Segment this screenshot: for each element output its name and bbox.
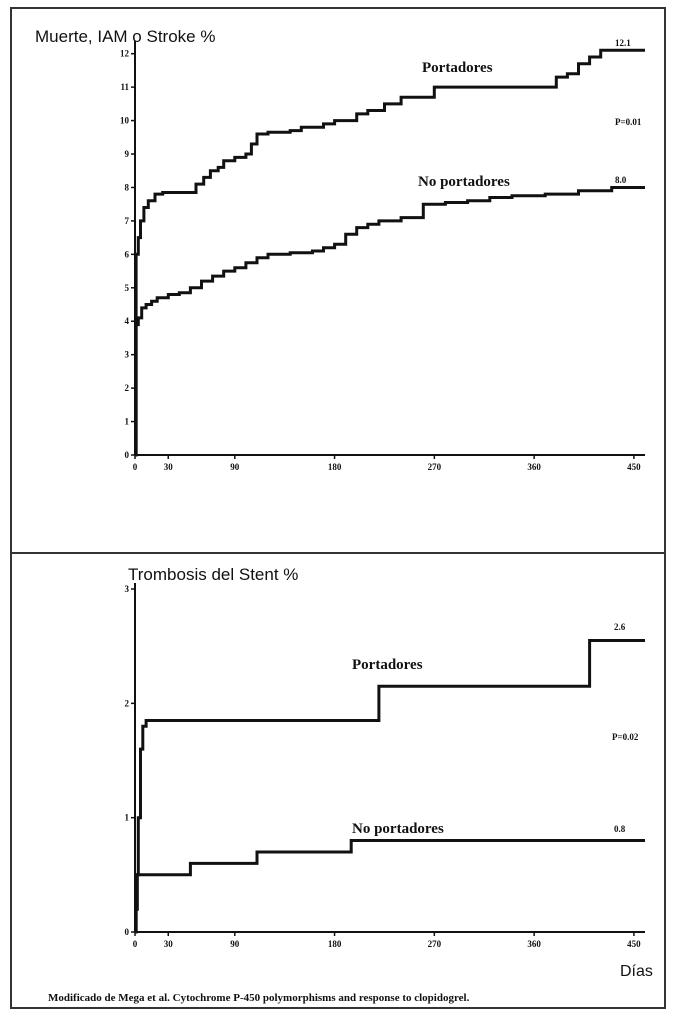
chart1-y-tick-label: 5 (125, 283, 130, 293)
chart1-y-tick-label: 6 (125, 249, 130, 259)
chart1-x-tick-label: 270 (428, 462, 442, 472)
chart1-x-tick-label: 450 (627, 462, 641, 472)
chart1-series-label-portadores: Portadores (422, 60, 493, 76)
chart2-x-tick-label: 450 (627, 939, 641, 949)
chart2-x-tick-label: 0 (133, 939, 138, 949)
figure-caption: Modificado de Mega et al. Cytochrome P-4… (48, 992, 470, 1004)
chart2-x-axis-label: Días (620, 963, 653, 980)
chart1-x-tick-label: 360 (527, 462, 541, 472)
chart2-p-value: P=0.02 (612, 732, 639, 742)
chart1-y-tick-label: 0 (125, 450, 130, 460)
chart1-x-tick-label: 30 (164, 462, 174, 472)
chart1-y-tick-label: 3 (125, 350, 130, 360)
chart1-y-tick-label: 11 (120, 82, 129, 92)
chart1-x-tick-label: 0 (133, 462, 138, 472)
chart1-y-tick-label: 1 (125, 417, 130, 427)
chart1-y-tick-label: 7 (125, 216, 130, 226)
chart2-y-tick-label: 2 (125, 698, 130, 708)
chart2-x-tick-label: 270 (428, 939, 442, 949)
chart1-end-label-no-portadores: 8.0 (615, 175, 627, 185)
chart2-series-label-no-portadores: No portadores (352, 821, 444, 837)
chart2-series-label-portadores: Portadores (352, 657, 423, 673)
chart1-end-label-portadores: 12.1 (615, 38, 631, 48)
chart1-x-tick-label: 180 (328, 462, 342, 472)
chart1-p-value: P=0.01 (615, 117, 642, 127)
chart2-end-label-portadores: 2.6 (614, 622, 626, 632)
chart1-x-tick-label: 90 (230, 462, 240, 472)
chart2-series-line-no-portadores (134, 839, 645, 934)
chart2-y-tick-label: 1 (125, 813, 130, 823)
chart1-series-label-no-portadores: No portadores (418, 174, 510, 190)
chart1-series (134, 48, 645, 457)
figure-border (10, 7, 666, 1009)
chart1-y-tick-label: 2 (125, 383, 130, 393)
chart1-y-tick-label: 8 (125, 182, 130, 192)
chart1-y-tick-label: 4 (125, 316, 130, 326)
chart2-x-tick-label: 180 (328, 939, 342, 949)
chart1-series-line-no-portadores (134, 186, 645, 457)
chart2-end-label-no-portadores: 0.8 (614, 824, 626, 834)
chart2-y-tick-label: 3 (125, 584, 130, 594)
chart2-series-line-portadores (134, 639, 645, 934)
chart2-title: Trombosis del Stent % (128, 565, 298, 584)
chart1-y-tick-label: 12 (120, 49, 130, 59)
chart2-x-tick-label: 90 (230, 939, 240, 949)
chart2-series (134, 639, 645, 934)
chart1-series-line-portadores (134, 48, 645, 457)
chart-muerte-iam-stroke: Muerte, IAM o Stroke % 01234567891011120… (35, 27, 645, 472)
chart1-title: Muerte, IAM o Stroke % (35, 27, 215, 46)
chart2-x-tick-label: 30 (164, 939, 174, 949)
chart2-x-tick-label: 360 (527, 939, 541, 949)
chart1-y-tick-label: 10 (120, 116, 130, 126)
chart2-y-tick-label: 0 (125, 927, 130, 937)
chart1-y-tick-label: 9 (125, 149, 130, 159)
